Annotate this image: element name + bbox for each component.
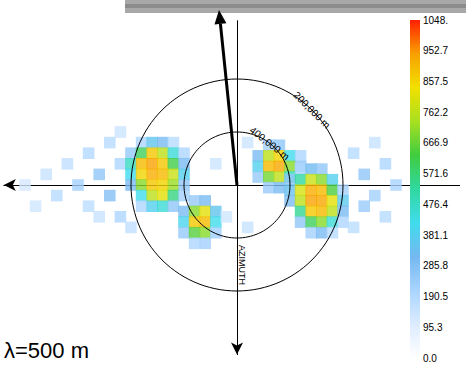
svg-text:0.0: 0.0: [423, 353, 437, 364]
svg-text:190.5: 190.5: [423, 291, 448, 302]
svg-text:666.9: 666.9: [423, 137, 448, 148]
svg-text:200,000 m: 200,000 m: [291, 89, 332, 130]
svg-text:AZIMUTH: AZIMUTH: [237, 245, 247, 285]
svg-text:400,000 m: 400,000 m: [248, 124, 292, 162]
svg-text:λ=500 m: λ=500 m: [4, 338, 89, 363]
svg-text:1048.: 1048.: [423, 15, 448, 26]
svg-text:285.8: 285.8: [423, 260, 448, 271]
svg-text:476.4: 476.4: [423, 199, 448, 210]
svg-text:571.6: 571.6: [423, 168, 448, 179]
svg-text:857.5: 857.5: [423, 76, 448, 87]
svg-text:952.7: 952.7: [423, 45, 448, 56]
svg-text:381.1: 381.1: [423, 230, 448, 241]
svg-text:95.3: 95.3: [423, 322, 443, 333]
svg-text:762.2: 762.2: [423, 107, 448, 118]
